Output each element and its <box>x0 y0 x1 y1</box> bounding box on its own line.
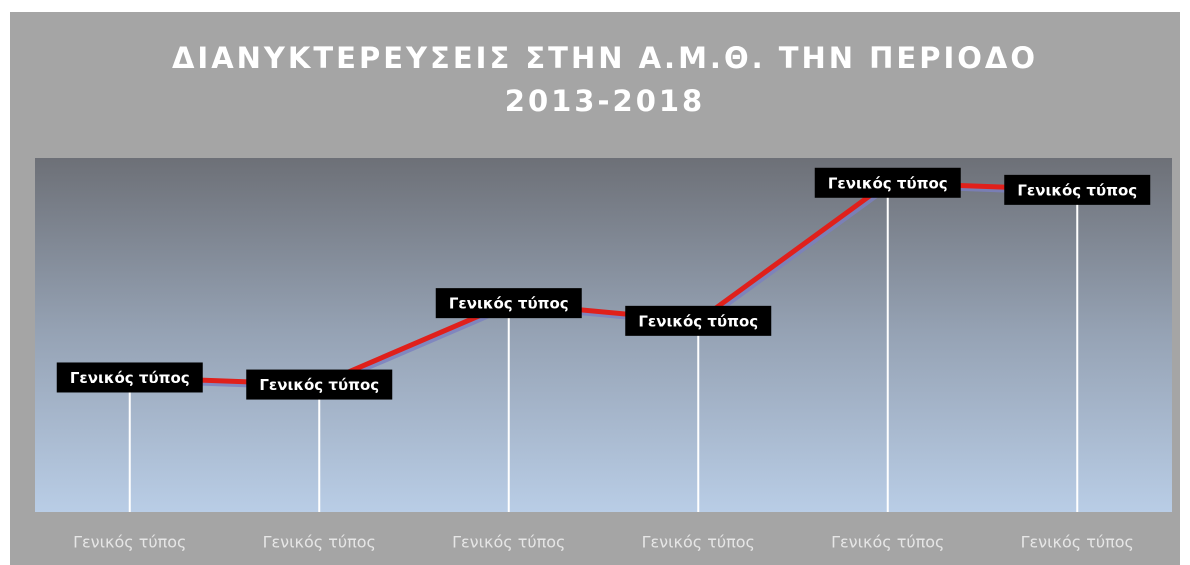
data-label: Γενικός τύπος <box>638 312 758 330</box>
x-tick-label: Γενικός τύπος <box>73 533 186 552</box>
data-label-box <box>814 167 961 198</box>
data-label: Γενικός τύπος <box>1017 181 1137 199</box>
chart-title: ΔΙΑΝΥΚΤΕΡΕΥΣΕΙΣ ΣΤΗΝ Α.Μ.Θ. ΤΗΝ ΠΕΡΙΟΔΟ <box>172 41 1038 75</box>
data-label-box <box>625 305 772 336</box>
data-label-box <box>246 369 393 400</box>
x-tick-label: Γενικός τύπος <box>831 533 944 552</box>
plot-area <box>35 158 1172 512</box>
data-label-box <box>1004 174 1151 205</box>
chart-title: 2013-2018 <box>505 84 705 118</box>
x-tick-label: Γενικός τύπος <box>1021 533 1134 552</box>
data-label: Γενικός τύπος <box>259 376 379 394</box>
x-tick-label: Γενικός τύπος <box>452 533 565 552</box>
data-label-box <box>435 288 582 319</box>
x-tick-label: Γενικός τύπος <box>642 533 755 552</box>
data-label: Γενικός τύπος <box>70 369 190 387</box>
data-label: Γενικός τύπος <box>828 174 948 192</box>
data-label-box <box>56 362 203 393</box>
data-label: Γενικός τύπος <box>449 295 569 313</box>
x-tick-label: Γενικός τύπος <box>263 533 376 552</box>
